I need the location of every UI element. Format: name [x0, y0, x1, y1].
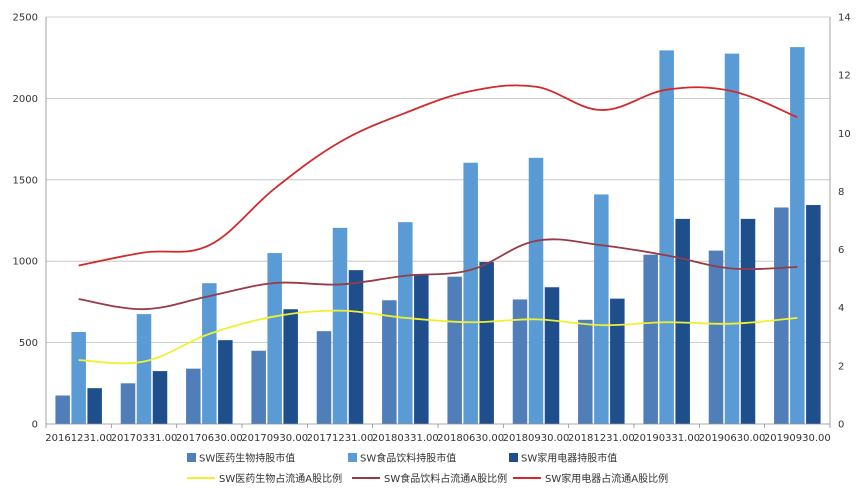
bar-series-2 [463, 162, 478, 424]
bar-series-3 [675, 218, 690, 424]
y-right-tick-label: 6 [838, 245, 844, 256]
bar-series-1 [774, 207, 789, 424]
y-right-tick-label: 12 [838, 71, 851, 82]
y-left-tick-label: 1000 [13, 257, 38, 268]
bar-series-3 [479, 262, 494, 424]
x-tick-label: 20190630.00 [699, 433, 766, 444]
bar-series-3 [740, 218, 756, 424]
bar-series-3 [87, 388, 102, 424]
x-tick-label: 20170930.00 [241, 433, 308, 444]
x-tick-label: 20180630.00 [437, 433, 504, 444]
bar-series-2 [398, 222, 413, 424]
legend: SW医药生物持股市值 SW食品饮料持股市值 SW家用电器持股市值 SW医药生物占流通A… [187, 452, 668, 485]
legend-label-line-3: SW家用电器占流通A股比例 [545, 472, 668, 485]
bar-series-1 [55, 395, 70, 424]
line-series-1 [78, 309, 798, 365]
bar-series-3 [152, 371, 168, 424]
bar-series-2 [594, 194, 609, 424]
x-tick-label: 20181231.00 [568, 433, 635, 444]
y-left-tick-label: 2000 [13, 94, 38, 105]
bar-series-1 [512, 299, 528, 424]
y-left-tick-label: 0 [32, 420, 38, 431]
bar-series-3 [806, 205, 821, 424]
line-series-3 [78, 84, 798, 267]
bar-series-3 [414, 274, 429, 424]
x-tick-label: 20190331.00 [633, 433, 700, 444]
bar-series-2 [659, 50, 674, 425]
y-left-tick-label: 500 [19, 338, 38, 349]
x-tick-label: 20171231.00 [307, 433, 374, 444]
bar-series-2 [724, 53, 740, 424]
bar-series-1 [120, 383, 136, 424]
legend-label-bar-2: SW食品饮料持股市值 [360, 452, 456, 465]
bar-series-2 [71, 332, 86, 424]
bar-series-2 [528, 157, 544, 424]
bar-series-2 [332, 227, 348, 424]
y-right-tick-label: 4 [838, 303, 844, 314]
lines [78, 84, 798, 365]
x-tick-label: 20180331.00 [372, 433, 439, 444]
bar-series-2 [202, 283, 217, 424]
bar-series-3 [218, 340, 233, 424]
y-right-tick-label: 8 [838, 187, 844, 198]
line-series-2 [78, 238, 798, 311]
x-tick-label: 20170630.00 [176, 433, 243, 444]
bar-series-1 [316, 331, 332, 424]
bar-series-1 [382, 300, 397, 424]
y-left-tick-label: 2500 [13, 13, 38, 24]
legend-label-line-2: SW食品饮料占流通A股比例 [384, 472, 507, 485]
bar-series-3 [348, 270, 364, 424]
bar-series-3 [610, 298, 625, 424]
x-tick-label: 20180930.00 [503, 433, 570, 444]
legend-label-bar-3: SW家用电器持股市值 [521, 452, 617, 465]
y-right-tick-label: 0 [838, 420, 844, 431]
y-left-tick-label: 1500 [13, 175, 38, 186]
bar-series-1 [251, 350, 266, 424]
bar-series-3 [283, 309, 298, 424]
bar-series-1 [447, 276, 462, 424]
legend-swatch-bar-3 [509, 453, 518, 462]
x-tick-label: 20190930.00 [764, 433, 831, 444]
y-right-tick-label: 14 [838, 13, 851, 24]
bar-series-1 [643, 254, 658, 424]
legend-label-line-1: SW医药生物占流通A股比例 [219, 472, 342, 485]
legend-swatch-bar-2 [348, 453, 357, 462]
gridlines [46, 16, 830, 344]
bars [55, 47, 821, 425]
bar-series-1 [578, 319, 593, 424]
bar-series-3 [544, 287, 560, 424]
axes: 0 500 1000 1500 2000 2500 0 2 4 6 8 10 12 14 20161231.… [13, 13, 851, 445]
bar-series-2 [790, 47, 805, 424]
bar-series-1 [186, 368, 201, 424]
x-tick-label: 20161231.00 [45, 433, 112, 444]
y-right-tick-label: 2 [838, 361, 844, 372]
y-right-tick-label: 10 [838, 129, 851, 140]
legend-swatch-bar-1 [187, 453, 196, 462]
legend-label-bar-1: SW医药生物持股市值 [199, 452, 295, 465]
bar-series-2 [136, 314, 152, 424]
bar-series-1 [708, 250, 724, 424]
x-tick-label: 20170331.00 [111, 433, 178, 444]
bar-series-2 [267, 253, 282, 424]
